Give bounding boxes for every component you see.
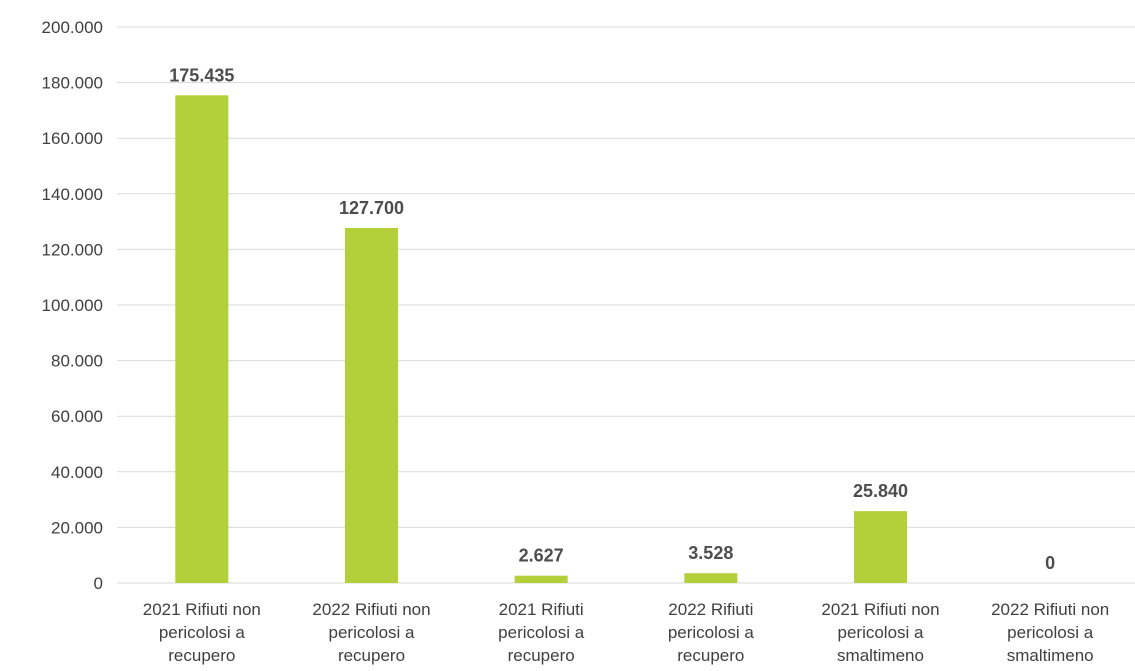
category-label-line: pericolosi a bbox=[159, 623, 246, 642]
category-label: 2021 Rifiuti non pericolosi a smaltimeno bbox=[821, 600, 939, 665]
category-label-line: 2022 Rifiuti non bbox=[991, 600, 1109, 619]
category-label-line: smaltimeno bbox=[1007, 646, 1094, 665]
data-label: 25.840 bbox=[853, 481, 908, 501]
category-label-line: pericolosi a bbox=[838, 623, 925, 642]
y-tick-label: 40.000 bbox=[51, 463, 103, 482]
y-tick-label: 100.000 bbox=[42, 296, 103, 315]
data-label: 175.435 bbox=[169, 65, 234, 85]
x-axis-categories: 2021 Rifiuti non pericolosi a recupero2022… bbox=[143, 600, 1109, 665]
category-label-line: recupero bbox=[508, 646, 575, 665]
category-label: 2022 Rifiuti non pericolosi a smaltimeno bbox=[991, 600, 1109, 665]
category-label-line: 2021 Rifiuti non bbox=[143, 600, 261, 619]
bar bbox=[514, 575, 568, 583]
data-label: 0 bbox=[1045, 553, 1055, 573]
category-label-line: recupero bbox=[168, 646, 235, 665]
y-tick-label: 60.000 bbox=[51, 407, 103, 426]
y-tick-label: 0 bbox=[94, 574, 103, 593]
category-label-line: smaltimeno bbox=[837, 646, 924, 665]
bars bbox=[175, 95, 907, 583]
y-tick-label: 140.000 bbox=[42, 185, 103, 204]
bar bbox=[345, 227, 398, 583]
category-label: 2022 Rifiuti pericolosi a recupero bbox=[668, 600, 755, 665]
category-label: 2021 Rifiuti pericolosi a recupero bbox=[498, 600, 585, 665]
category-label-line: 2021 Rifiuti non bbox=[821, 600, 939, 619]
data-labels: 175.435 127.700 2.627 3.528 25.840 0 bbox=[169, 65, 1055, 573]
category-label-line: 2022 Rifiuti bbox=[668, 600, 753, 619]
data-label: 127.700 bbox=[339, 198, 404, 218]
category-label-line: 2022 Rifiuti non bbox=[312, 600, 430, 619]
category-label: 2022 Rifiuti non pericolosi a recupero bbox=[312, 600, 430, 665]
data-label: 2.627 bbox=[519, 546, 564, 566]
category-label: 2021 Rifiuti non pericolosi a recupero bbox=[143, 600, 261, 665]
bar bbox=[684, 573, 738, 583]
y-tick-label: 80.000 bbox=[51, 352, 103, 371]
category-label-line: recupero bbox=[677, 646, 744, 665]
y-tick-label: 160.000 bbox=[42, 129, 103, 148]
data-label: 3.528 bbox=[688, 543, 733, 563]
bar bbox=[854, 511, 907, 583]
y-tick-label: 120.000 bbox=[42, 240, 103, 259]
category-label-line: pericolosi a bbox=[1007, 623, 1094, 642]
bar bbox=[175, 95, 229, 583]
category-label-line: pericolosi a bbox=[668, 623, 755, 642]
y-tick-label: 200.000 bbox=[42, 18, 103, 37]
category-label-line: pericolosi a bbox=[329, 623, 416, 642]
category-label-line: recupero bbox=[338, 646, 405, 665]
category-label-line: pericolosi a bbox=[498, 623, 585, 642]
gridlines bbox=[117, 26, 1135, 584]
y-axis-ticks: 0 20.000 40.000 60.000 80.000 100.000 120.000 1… bbox=[42, 18, 103, 593]
y-tick-label: 20.000 bbox=[51, 518, 103, 537]
category-label-line: 2021 Rifiuti bbox=[499, 600, 584, 619]
y-tick-label: 180.000 bbox=[42, 74, 103, 93]
